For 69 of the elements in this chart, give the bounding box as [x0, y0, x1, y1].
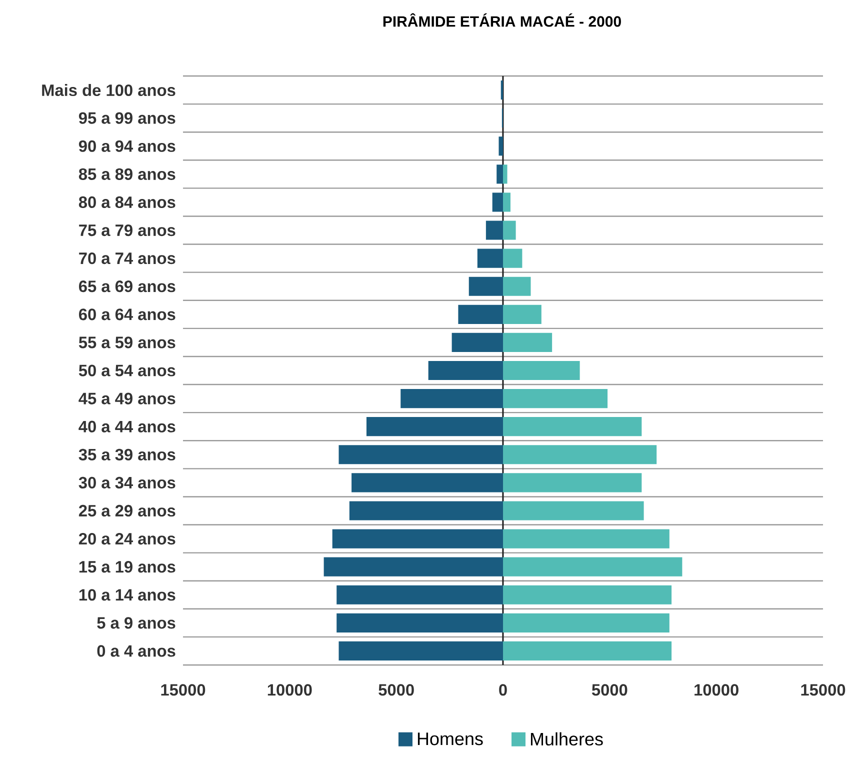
x-tick-label: 10000 [268, 684, 312, 696]
y-tick-label: 15 a 19 anos [79, 561, 176, 573]
bar [503, 473, 642, 492]
bar [503, 641, 672, 661]
bar [498, 136, 504, 156]
bar [503, 445, 657, 464]
x-tick-label: 15000 [801, 684, 846, 696]
x-tick-label: 5000 [378, 684, 414, 696]
bar [503, 360, 580, 380]
bar [496, 164, 504, 184]
x-tick-label: 15000 [161, 684, 206, 696]
legend-label: Mulheres [530, 732, 603, 746]
bar [338, 445, 504, 464]
bar [486, 220, 504, 240]
y-tick-label: 0 a 4 anos [97, 645, 176, 657]
bar [503, 613, 670, 632]
bar [400, 389, 504, 408]
x-tick-label: 10000 [694, 684, 738, 696]
bar [366, 417, 504, 436]
y-tick-label: 85 a 89 anos [78, 168, 176, 180]
chart-title: PIRÂMIDE ETÁRIA MACAÉ - 2000 [383, 13, 621, 27]
bar [492, 192, 504, 212]
bar [338, 641, 504, 661]
y-tick-label: 60 a 64 anos [78, 308, 176, 320]
bar [352, 473, 504, 492]
bar [503, 192, 510, 212]
y-tick-label: 5 a 9 anos [97, 617, 176, 629]
y-tick-label: 75 a 79 anos [79, 224, 176, 236]
bar [349, 501, 504, 520]
legend-label: Homens [418, 732, 483, 746]
bar [503, 557, 682, 576]
bar [503, 220, 516, 240]
bar [503, 248, 522, 268]
bar [332, 529, 504, 548]
x-tick-label: 0 [499, 684, 507, 696]
bar [503, 276, 531, 296]
bar [503, 332, 552, 352]
y-tick-label: 25 a 29 anos [78, 504, 176, 517]
bar [503, 529, 670, 548]
x-tick-label: 5000 [592, 684, 628, 696]
bar [468, 276, 504, 296]
y-tick-label: 70 a 74 anos [79, 252, 176, 264]
bar [503, 389, 608, 408]
y-tick-label: 20 a 24 anos [78, 532, 176, 545]
y-tick-label: 80 a 84 anos [78, 196, 176, 208]
bar [503, 585, 672, 604]
bar [324, 557, 504, 576]
bar [503, 417, 642, 436]
bar [336, 585, 504, 604]
bar [503, 501, 644, 520]
bar [452, 332, 504, 352]
y-tick-label: 10 a 14 anos [79, 589, 176, 601]
y-tick-label: 55 a 59 anos [78, 336, 176, 348]
y-tick-label: 90 a 94 anos [78, 140, 176, 152]
bar [503, 164, 508, 184]
y-tick-label: 50 a 54 anos [78, 364, 176, 376]
y-tick-label: 35 a 39 anos [78, 448, 176, 460]
bar [503, 304, 542, 324]
bar [336, 613, 504, 632]
y-tick-label: 95 a 99 anos [78, 112, 176, 124]
bar [458, 304, 504, 324]
y-tick-label: Mais de 100 anos [42, 84, 176, 96]
y-tick-label: 40 a 44 anos [78, 420, 176, 432]
y-tick-label: 65 a 69 anos [78, 280, 176, 292]
bar [428, 360, 504, 380]
y-tick-label: 30 a 34 anos [78, 476, 176, 489]
bar [477, 248, 504, 268]
y-tick-label: 45 a 49 anos [78, 392, 176, 404]
bar [500, 80, 504, 100]
